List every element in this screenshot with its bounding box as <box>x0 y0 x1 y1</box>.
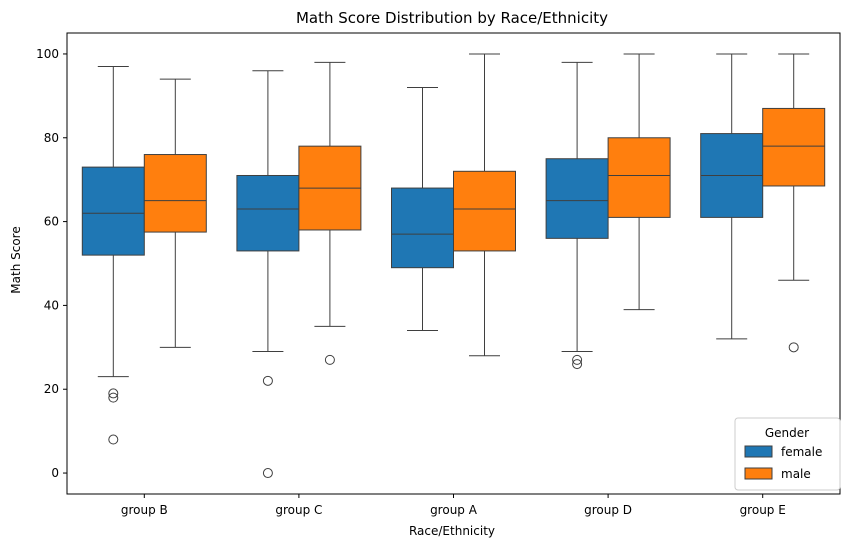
outlier-point <box>572 354 583 365</box>
box-female <box>545 158 609 239</box>
y-tick-label: 20 <box>44 382 59 396</box>
x-tick-label: group B <box>121 503 168 517</box>
outlier-point <box>108 392 119 403</box>
y-tick-label: 60 <box>44 215 59 229</box>
plot-area: 0 20 40 60 80 100 group B group C group A group D… <box>36 32 841 517</box>
outlier-point <box>262 375 273 386</box>
box-female <box>81 166 145 256</box>
outlier-point <box>324 354 335 365</box>
legend-swatch-male <box>744 467 773 480</box>
box-female <box>236 174 300 252</box>
box-male <box>607 137 671 218</box>
box-female <box>391 187 454 269</box>
outlier-point <box>788 342 799 353</box>
y-tick-label: 0 <box>51 466 59 480</box>
y-tick-label: 40 <box>44 298 59 312</box>
legend-label-female: female <box>781 445 822 459</box>
box-male <box>762 107 826 187</box>
x-tick-label: group A <box>430 503 478 517</box>
x-tick-label: group E <box>740 503 786 517</box>
legend-label-male: male <box>781 467 811 481</box>
x-tick-label: group D <box>584 503 632 517</box>
legend: Gender female male <box>734 417 841 491</box>
legend-title: Gender <box>765 426 809 440</box>
outlier-point <box>108 434 119 445</box>
x-axis-label: Race/Ethnicity <box>409 524 495 538</box>
y-axis-label: Math Score <box>9 226 23 293</box>
y-tick-label: 100 <box>36 47 59 61</box>
y-tick-label: 80 <box>44 131 59 145</box>
x-tick-label: group C <box>275 503 322 517</box>
outlier-point <box>108 388 119 399</box>
legend-swatch-female <box>744 445 773 458</box>
box-male <box>453 170 516 252</box>
outlier-point <box>572 359 583 370</box>
outlier-point <box>262 468 273 479</box>
box-male <box>143 154 207 233</box>
chart-title: Math Score Distribution by Race/Ethnicit… <box>296 9 608 27</box>
